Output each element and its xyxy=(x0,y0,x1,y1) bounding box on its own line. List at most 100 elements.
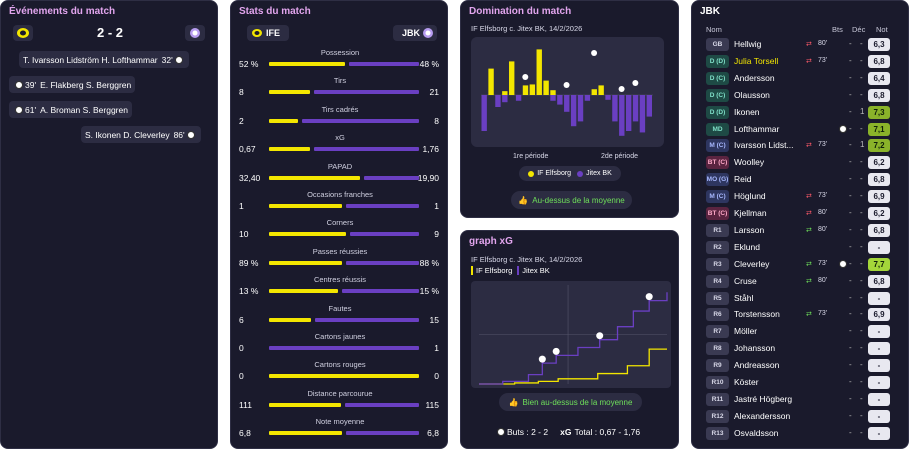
player-name[interactable]: Lofthammar xyxy=(734,123,780,134)
player-position-badge: R6 xyxy=(706,308,729,322)
player-name[interactable]: Cruse xyxy=(734,275,757,286)
player-row[interactable]: D (D) Ikonen -1 7,3 xyxy=(692,104,908,121)
goal-ball-icon xyxy=(591,50,598,56)
stat-row: Occasions franches 1 1 xyxy=(231,190,447,218)
player-row[interactable]: R11 Jastré Högberg - - - xyxy=(692,391,908,408)
player-rating: - xyxy=(868,376,890,389)
player-name[interactable]: Kjellman xyxy=(734,208,767,218)
player-name[interactable]: Ivarsson Lidst... xyxy=(734,140,794,151)
sub-out-icon: ⇄ xyxy=(806,142,812,150)
player-row[interactable]: D (D) Julia Torsell ⇄ 73' - -6,8 xyxy=(692,53,908,70)
stat-row: Tirs 8 21 xyxy=(231,76,447,104)
player-name[interactable]: Osvaldsson xyxy=(734,427,779,438)
player-name[interactable]: Möller xyxy=(734,326,758,337)
player-position-badge: D (D) xyxy=(706,105,729,119)
player-row[interactable]: D (C) Olausson - -6,8 xyxy=(692,87,908,104)
player-goals: - xyxy=(849,393,852,403)
domination-rating-button[interactable]: 👍 Au-dessus de la moyenne xyxy=(511,191,632,209)
event-item[interactable]: 61' A. Broman S. Berggren xyxy=(9,101,132,118)
player-row[interactable]: R6 Torstensson ⇄ 73' - -6,9 xyxy=(692,306,908,323)
player-name[interactable]: Jastré Högberg xyxy=(734,393,793,404)
player-name[interactable]: Woolley xyxy=(734,157,765,168)
player-row[interactable]: MO (G) Reid - -6,8 xyxy=(692,171,908,188)
player-row[interactable]: MD Lofthammar - -7,1 xyxy=(692,121,908,138)
player-row[interactable]: R2 Eklund - - - xyxy=(692,239,908,256)
player-name[interactable]: Cleverley xyxy=(734,258,770,269)
player-name[interactable]: Ikonen xyxy=(734,106,760,117)
player-decisive: - xyxy=(860,377,863,386)
player-decisive: - xyxy=(860,224,863,234)
stat-home-value: 89 % xyxy=(239,257,259,268)
domination-subtitle: IF Elfsborg c. Jitex BK, 14/2/2026 xyxy=(471,24,583,33)
goal-ball-icon xyxy=(538,355,546,363)
sub-minute: 73' xyxy=(818,259,828,267)
stat-home-value: 0,67 xyxy=(239,144,256,155)
player-name[interactable]: Höglund xyxy=(734,191,766,202)
player-name[interactable]: Ståhl xyxy=(734,292,754,303)
player-goals: - xyxy=(849,157,852,167)
domination-home-bar xyxy=(591,89,597,95)
player-name[interactable]: Köster xyxy=(734,377,759,387)
player-name[interactable]: Alexandersson xyxy=(734,410,791,421)
col-decisive-header[interactable]: Déc xyxy=(852,25,866,34)
stat-row: xG 0,67 1,76 xyxy=(231,133,447,161)
player-row[interactable]: R8 Johansson - - - xyxy=(692,340,908,357)
player-name[interactable]: Reid xyxy=(734,174,752,185)
col-goals-header[interactable]: Bts xyxy=(832,25,843,34)
domination-away-bar xyxy=(612,95,618,122)
legend-away-label: Jitex BK xyxy=(522,266,550,275)
col-rating-header[interactable]: Not xyxy=(876,25,888,34)
player-row[interactable]: BT (C) Kjellman ⇄ 80' - -6,2 xyxy=(692,205,908,222)
player-row[interactable]: R1 Larsson ⇄ 80' - -6,8 xyxy=(692,222,908,239)
player-decisive: - xyxy=(860,174,863,184)
legend-away-bar-icon xyxy=(517,266,520,275)
player-name[interactable]: Hellwig xyxy=(734,39,762,49)
player-decisive: - xyxy=(860,343,863,353)
event-item[interactable]: T. Ivarsson Lidström H. Lofthammar 32' xyxy=(19,51,189,68)
player-row[interactable]: R5 Ståhl - - - xyxy=(692,290,908,307)
player-position-badge: R2 xyxy=(706,240,729,254)
stat-row: Tirs cadrés 2 8 xyxy=(231,105,447,133)
player-name[interactable]: Andreasson xyxy=(734,360,780,371)
player-row[interactable]: R3 Cleverley ⇄ 73' - -7,7 xyxy=(692,256,908,273)
player-name[interactable]: Eklund xyxy=(734,241,760,252)
domination-away-bar xyxy=(584,95,591,101)
player-position-badge: MD xyxy=(706,122,729,136)
player-goals: - xyxy=(849,309,852,319)
player-rating: - xyxy=(868,426,890,440)
player-row[interactable]: M (C) Höglund ⇄ 73' - -6,9 xyxy=(692,188,908,205)
event-item[interactable]: 39' E. Flakberg S. Berggren xyxy=(9,76,136,93)
player-name[interactable]: Larsson xyxy=(734,224,765,235)
legend-away-label: Jitex BK xyxy=(586,170,612,177)
player-row[interactable]: R9 Andreasson - - - xyxy=(692,357,908,374)
player-row[interactable]: R13 Osvaldsson - - - xyxy=(692,425,908,442)
player-row[interactable]: R7 Möller - - - xyxy=(692,323,908,340)
player-row[interactable]: R4 Cruse ⇄ 80' - -6,8 xyxy=(692,273,908,290)
player-row[interactable]: R12 Alexandersson - - - xyxy=(692,408,908,425)
player-row[interactable]: M (C) Ivarsson Lidst... ⇄ 73' -1 7,2 xyxy=(692,137,908,154)
goal-ball-icon xyxy=(522,74,529,80)
player-name[interactable]: Andersson xyxy=(734,72,775,83)
player-position-badge: R5 xyxy=(706,291,729,305)
player-row[interactable]: GB Hellwig ⇄ 80' - -6,3 xyxy=(692,36,908,53)
away-team-code: JBK xyxy=(401,28,420,38)
xg-rating-button[interactable]: 👍 Bien au-dessus de la moyenne xyxy=(499,393,642,411)
player-name[interactable]: Johansson xyxy=(734,343,776,354)
player-row[interactable]: R10 Köster - - - xyxy=(692,374,908,391)
player-name[interactable]: Torstensson xyxy=(734,309,780,320)
stat-away-value: 1,76 xyxy=(422,144,439,155)
player-name[interactable]: Julia Torsell xyxy=(734,55,779,66)
domination-home-bar xyxy=(598,85,604,95)
player-goals: - xyxy=(849,410,852,420)
sub-out-icon: ⇄ xyxy=(806,41,812,48)
player-goals: - xyxy=(849,106,852,116)
player-goals: - xyxy=(849,427,852,437)
event-item[interactable]: S. Ikonen D. Cleverley 86' xyxy=(81,126,201,143)
stat-home-value: 52 % xyxy=(239,59,259,69)
col-name-header[interactable]: Nom xyxy=(706,25,722,34)
stat-label: Centres réussis xyxy=(313,275,367,285)
domination-away-bar xyxy=(495,95,501,107)
player-row[interactable]: D (C) Andersson - -6,4 xyxy=(692,70,908,87)
player-name[interactable]: Olausson xyxy=(734,89,770,100)
player-row[interactable]: BT (C) Woolley - -6,2 xyxy=(692,154,908,171)
